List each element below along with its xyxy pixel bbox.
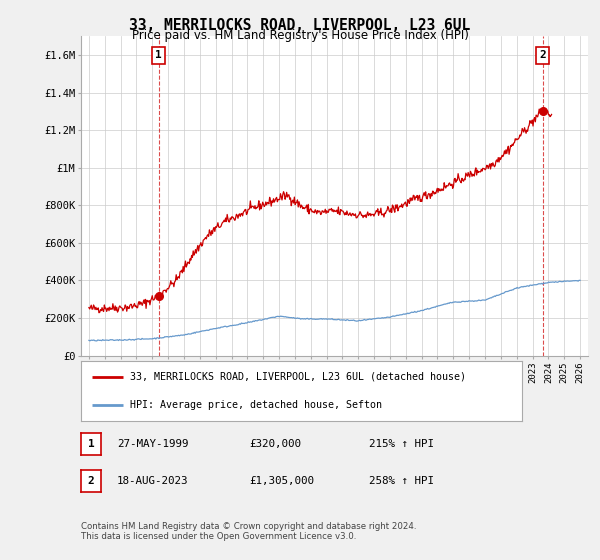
Text: Contains HM Land Registry data © Crown copyright and database right 2024.: Contains HM Land Registry data © Crown c… (81, 522, 416, 531)
Text: This data is licensed under the Open Government Licence v3.0.: This data is licensed under the Open Gov… (81, 532, 356, 541)
Text: 33, MERRILOCKS ROAD, LIVERPOOL, L23 6UL (detached house): 33, MERRILOCKS ROAD, LIVERPOOL, L23 6UL … (130, 372, 466, 382)
Text: 258% ↑ HPI: 258% ↑ HPI (369, 476, 434, 486)
Text: 18-AUG-2023: 18-AUG-2023 (117, 476, 188, 486)
Text: 1: 1 (88, 439, 95, 449)
Text: Price paid vs. HM Land Registry's House Price Index (HPI): Price paid vs. HM Land Registry's House … (131, 29, 469, 42)
Text: £320,000: £320,000 (249, 439, 301, 449)
Text: £1,305,000: £1,305,000 (249, 476, 314, 486)
Text: 1: 1 (155, 50, 162, 60)
Text: 33, MERRILOCKS ROAD, LIVERPOOL, L23 6UL: 33, MERRILOCKS ROAD, LIVERPOOL, L23 6UL (130, 18, 470, 33)
Text: 215% ↑ HPI: 215% ↑ HPI (369, 439, 434, 449)
Text: HPI: Average price, detached house, Sefton: HPI: Average price, detached house, Seft… (130, 400, 382, 410)
Text: 27-MAY-1999: 27-MAY-1999 (117, 439, 188, 449)
Text: 2: 2 (539, 50, 546, 60)
Text: 2: 2 (88, 476, 95, 486)
